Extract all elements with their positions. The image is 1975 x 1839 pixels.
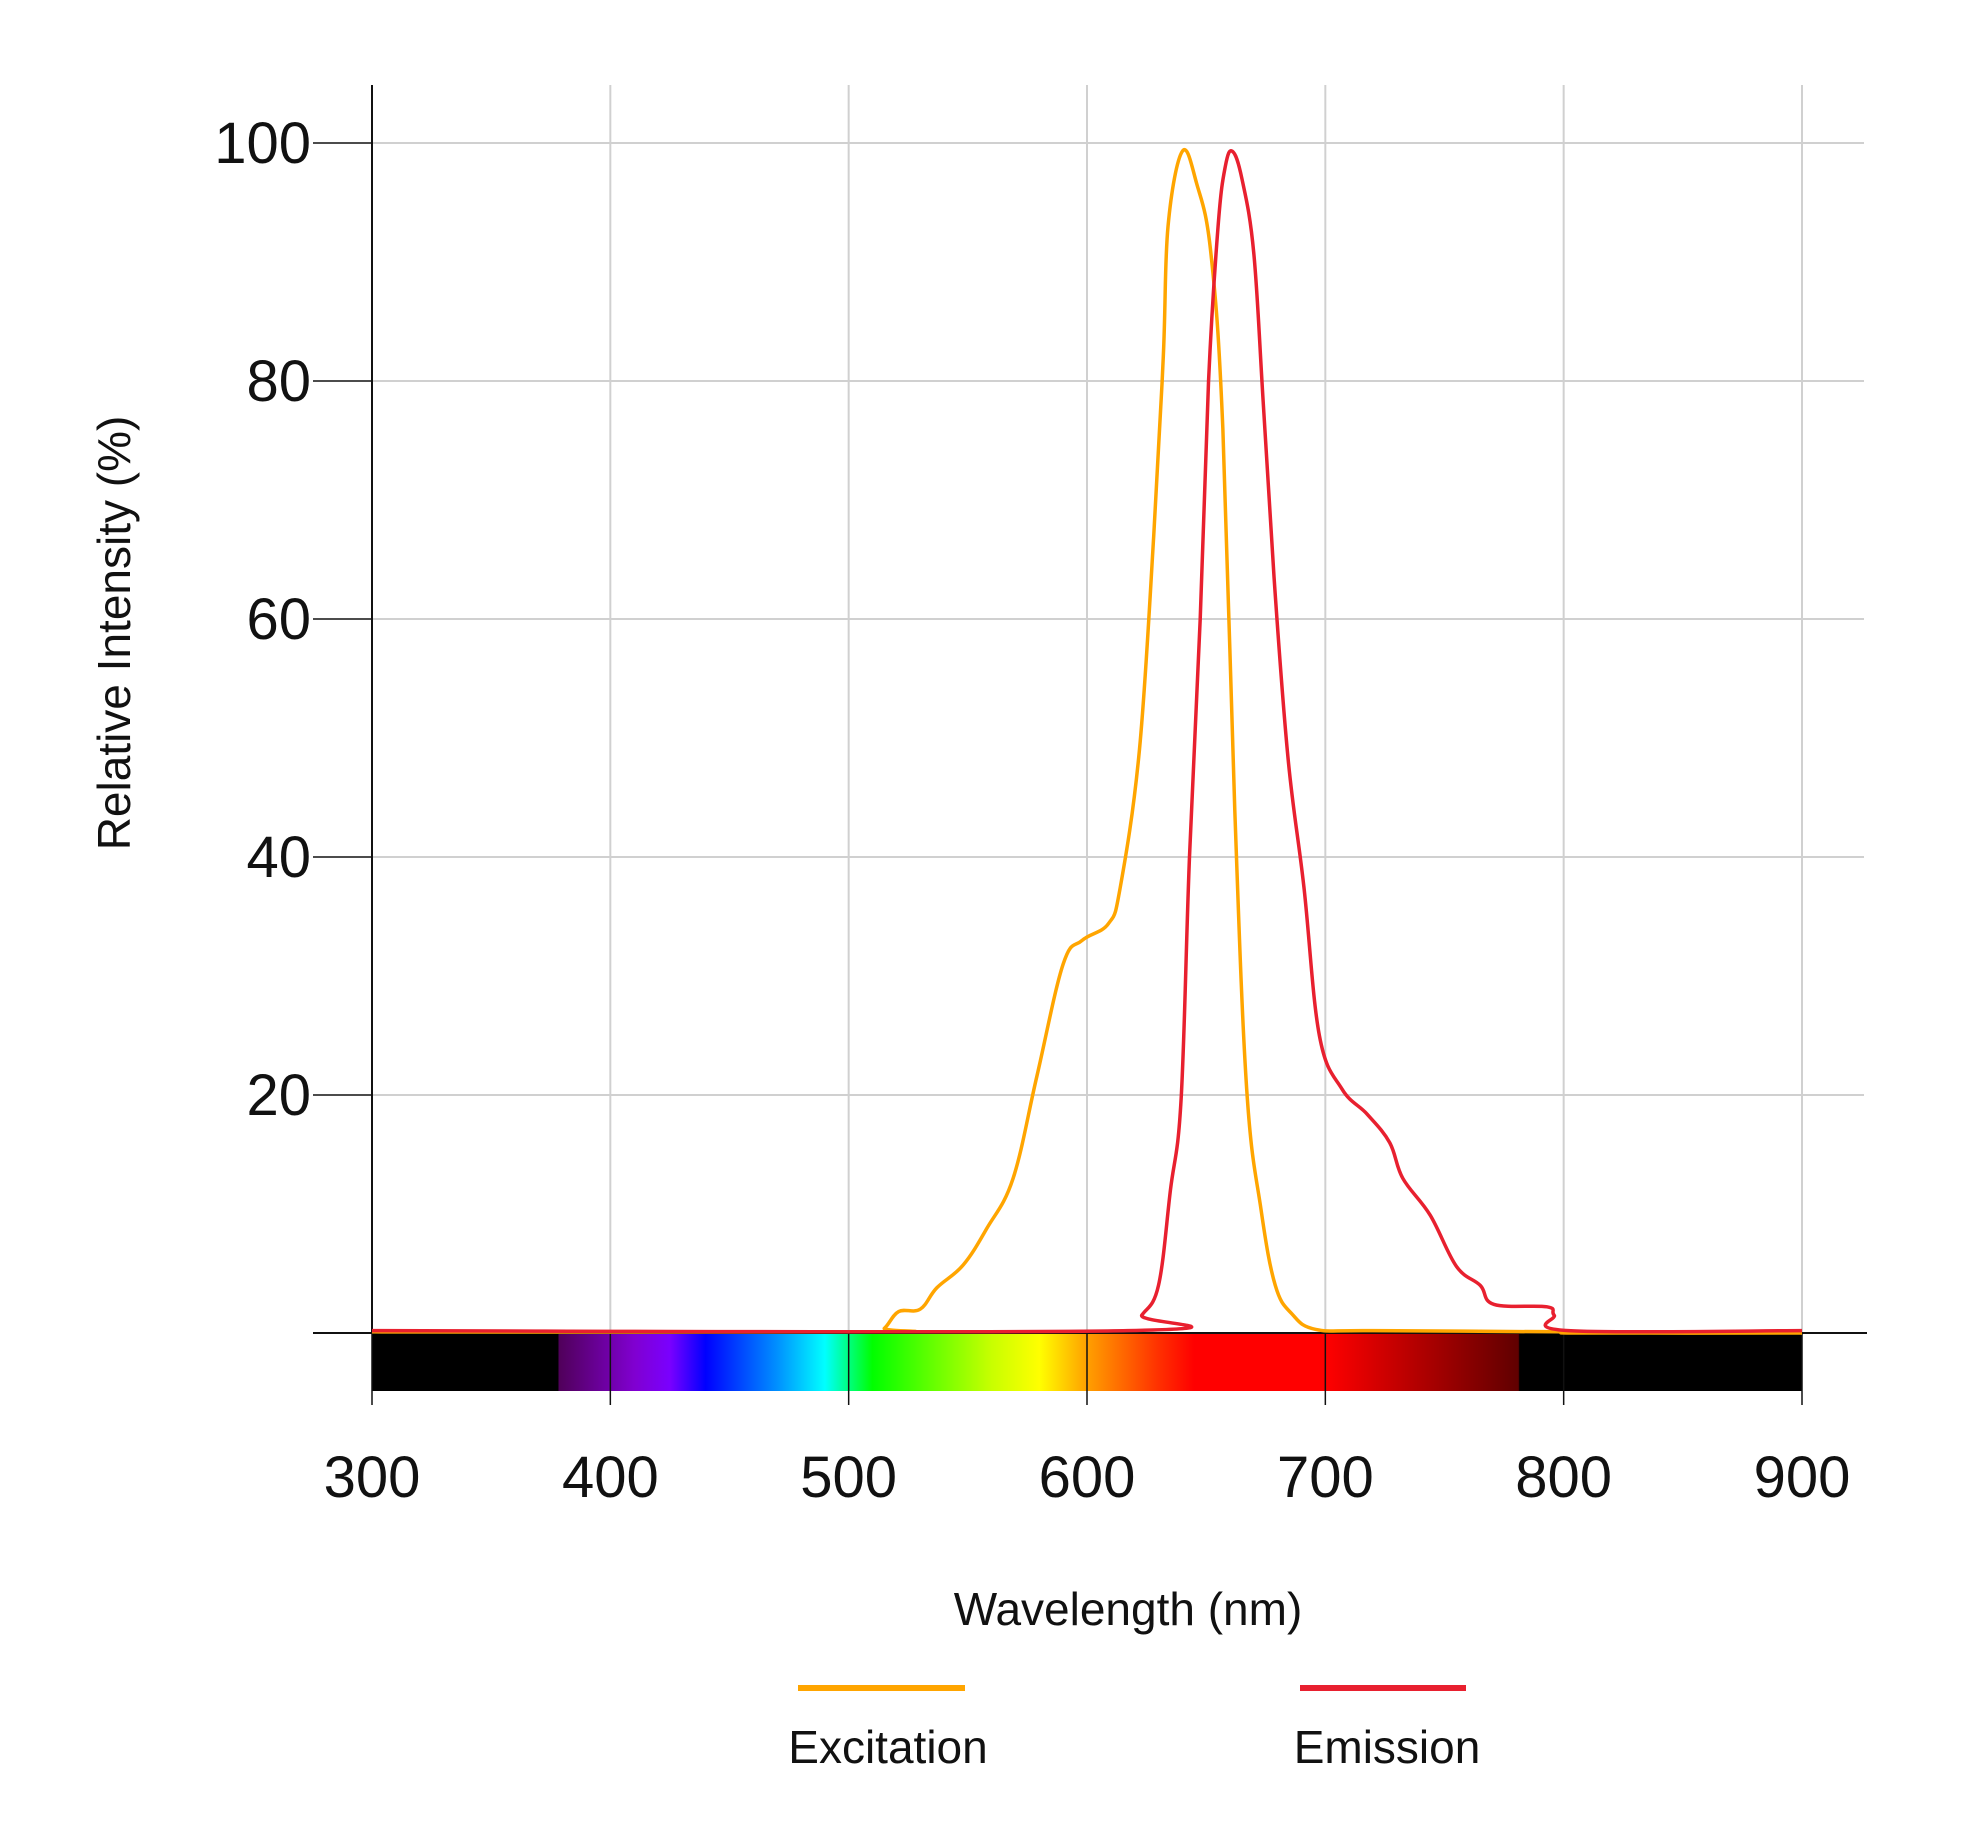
grid [371, 85, 1864, 1333]
legend: Excitation Emission [788, 1685, 1481, 1773]
legend-label-emission: Emission [1294, 1721, 1481, 1773]
x-tick-label: 700 [1277, 1445, 1374, 1510]
y-axis-title: Relative Intensity (%) [88, 416, 140, 851]
x-tick-label: 300 [324, 1445, 421, 1510]
axes [313, 85, 1867, 1405]
x-tick-label: 400 [562, 1445, 659, 1510]
tick-labels: 300 400 500 600 700 800 900 20 40 60 80 100 [214, 111, 1850, 1510]
series-line-excitation [371, 147, 1803, 1335]
y-tick-label: 60 [246, 587, 311, 652]
y-tick-label: 40 [246, 825, 311, 890]
y-tick-label: 100 [214, 111, 311, 176]
x-tick-label: 900 [1754, 1445, 1851, 1510]
y-tick-label: 20 [246, 1063, 311, 1128]
x-tick-label: 800 [1515, 1445, 1612, 1510]
legend-label-excitation: Excitation [788, 1721, 987, 1773]
series-line-emission [371, 149, 1803, 1334]
x-axis-title: Wavelength (nm) [954, 1583, 1303, 1635]
y-tick-label: 80 [246, 349, 311, 414]
series-lines [371, 147, 1803, 1335]
x-tick-label: 600 [1039, 1445, 1136, 1510]
x-tick-label: 500 [800, 1445, 897, 1510]
